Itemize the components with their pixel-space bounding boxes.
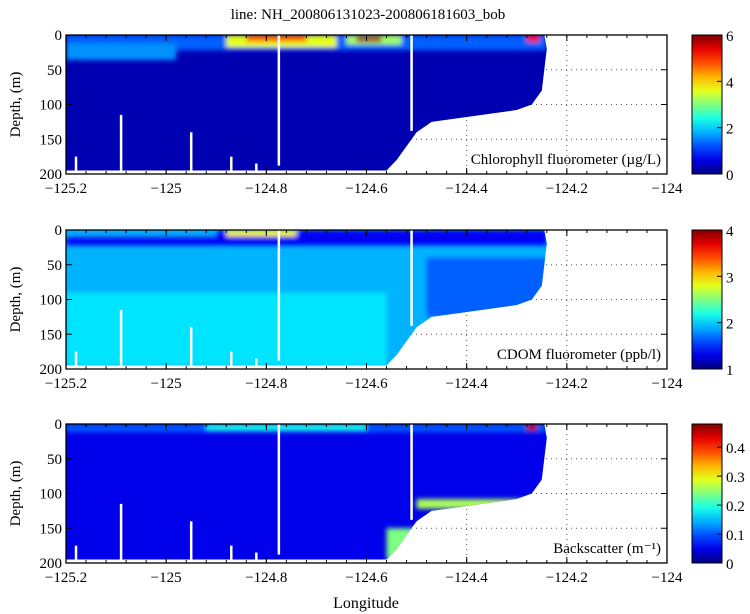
colorbar-tick-label: 0.3 <box>726 470 745 486</box>
colorbar <box>691 34 723 175</box>
x-tick-label: −124.6 <box>345 181 388 197</box>
colorbar-tick-label: 2 <box>726 317 734 333</box>
x-tick-label: −125 <box>151 570 182 586</box>
data-feature <box>526 35 540 42</box>
x-tick-label: −124 <box>652 181 683 197</box>
colorbar-tick-label: 1 <box>726 363 734 379</box>
x-tick-label: −124.8 <box>245 376 287 392</box>
panel-label: Backscatter (m⁻¹) <box>553 541 661 557</box>
panel-2: −125.2 −125 −124.8 −124.6 −124.4 −124.2 −124 0 5… <box>8 223 734 392</box>
x-tick-label: −124.4 <box>446 181 489 197</box>
colorbar-tick-label: 0.2 <box>726 499 745 515</box>
x-tick-label: −125 <box>151 181 182 197</box>
colorbar <box>691 229 723 370</box>
x-tick-label: −125.2 <box>45 570 87 586</box>
panel-label: CDOM fluorometer (ppb/l) <box>497 347 661 363</box>
panel-label: Chlorophyll fluorometer (µg/L) <box>471 152 661 168</box>
data-feature <box>66 230 217 236</box>
data-feature <box>526 424 537 431</box>
panel-3: −125.2 −125 −124.8 −124.6 −124.4 −124.2 −124 0 5… <box>8 417 745 586</box>
y-tick-label: 200 <box>40 556 63 572</box>
x-tick-label: −125 <box>151 376 182 392</box>
y-tick-label: 0 <box>55 28 63 44</box>
x-tick-label: −124.8 <box>245 181 287 197</box>
x-tick-label: −124.2 <box>546 376 588 392</box>
x-axis-label: Longitude <box>333 595 399 612</box>
y-axis-label: Depth, (m) <box>8 461 24 527</box>
y-tick-label: 50 <box>47 63 62 79</box>
data-feature <box>386 528 417 560</box>
x-tick-label: −124.4 <box>446 376 489 392</box>
y-tick-label: 100 <box>40 293 63 309</box>
features <box>66 230 547 366</box>
data-feature <box>356 36 382 42</box>
y-tick-label: 50 <box>47 452 62 468</box>
x-tick-label: −124 <box>652 376 683 392</box>
x-tick-label: −125.2 <box>45 376 87 392</box>
y-tick-label: 100 <box>40 487 63 503</box>
y-tick-label: 50 <box>47 258 62 274</box>
data-feature <box>206 424 367 431</box>
x-tick-label: −125.2 <box>45 181 87 197</box>
data-feature <box>226 230 297 237</box>
colorbar-tick-label: 4 <box>726 224 734 240</box>
x-tick-label: −124.2 <box>546 570 588 586</box>
colorbar-tick-label: 0.4 <box>726 441 745 457</box>
x-tick-label: −124.6 <box>345 376 388 392</box>
y-tick-label: 150 <box>40 521 63 537</box>
colorbar-tick-label: 4 <box>726 75 734 91</box>
data-feature <box>246 35 307 42</box>
x-tick-label: −124.8 <box>245 570 287 586</box>
data-feature <box>416 499 542 509</box>
y-tick-label: 200 <box>40 362 63 378</box>
colorbar-tick-label: 0.1 <box>726 528 745 544</box>
data-feature <box>66 292 387 366</box>
x-tick-label: −124.4 <box>446 570 489 586</box>
chart-title: line: NH_200806131023-200806181603_bob <box>231 7 506 23</box>
panel-1: −125.2 −125 −124.8 −124.6 −124.4 −124.2 −124 0 5… <box>8 28 734 197</box>
colorbar-tick-label: 2 <box>726 122 734 138</box>
colorbar-tick-label: 0 <box>726 168 734 184</box>
x-tick-label: −124 <box>652 570 683 586</box>
features <box>66 35 547 61</box>
section-data <box>66 35 547 171</box>
x-tick-label: −124.6 <box>345 570 388 586</box>
colorbar-tick-label: 3 <box>726 270 734 286</box>
data-feature <box>426 257 547 317</box>
y-tick-label: 0 <box>55 417 63 433</box>
y-tick-label: 200 <box>40 167 63 183</box>
y-tick-label: 0 <box>55 223 63 239</box>
y-axis-label: Depth, (m) <box>8 72 24 138</box>
y-axis-label: Depth, (m) <box>8 267 24 333</box>
colorbar <box>691 423 723 564</box>
colorbar-tick-label: 6 <box>726 29 734 45</box>
y-tick-label: 100 <box>40 98 63 114</box>
data-feature <box>66 43 177 61</box>
x-tick-label: −124.2 <box>546 181 588 197</box>
y-tick-label: 150 <box>40 327 63 343</box>
colorbar-tick-label: 0 <box>726 557 734 573</box>
y-tick-label: 150 <box>40 132 63 148</box>
